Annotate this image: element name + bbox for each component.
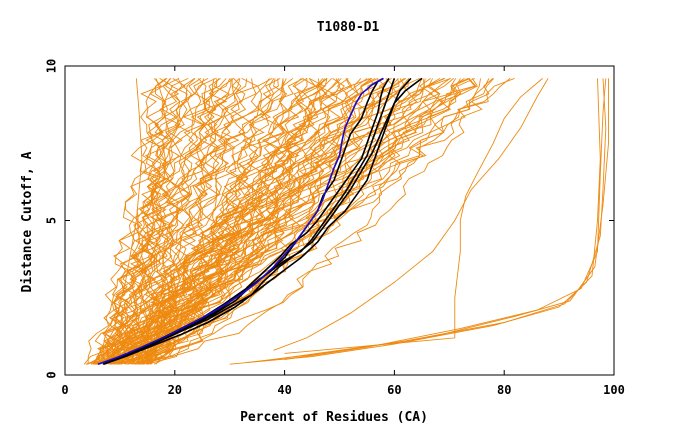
model-curve bbox=[95, 78, 273, 365]
x-tick-label: 60 bbox=[387, 383, 401, 397]
model-curve bbox=[85, 78, 308, 365]
model-curve bbox=[127, 78, 383, 365]
model-curve bbox=[110, 78, 494, 365]
y-tick-label: 10 bbox=[45, 59, 59, 73]
model-curve bbox=[110, 78, 423, 365]
y-tick-label: 0 bbox=[45, 371, 59, 378]
model-curve bbox=[111, 78, 353, 365]
model-curve bbox=[97, 78, 143, 360]
series-line-best-5 bbox=[97, 77, 384, 365]
model-curve bbox=[93, 78, 457, 365]
model-curve bbox=[147, 77, 476, 365]
model-curve bbox=[126, 78, 481, 365]
y-tick-label: 5 bbox=[45, 217, 59, 224]
model-curve bbox=[284, 78, 607, 361]
model-curve bbox=[123, 78, 167, 365]
series-line-highlight-4 bbox=[103, 78, 396, 365]
model-curve bbox=[229, 78, 607, 365]
x-tick-label: 80 bbox=[497, 383, 511, 397]
model-curve bbox=[110, 78, 477, 365]
model-curve bbox=[83, 78, 406, 365]
series-line-highlight-2 bbox=[103, 77, 412, 365]
model-curve bbox=[143, 78, 478, 365]
model-curve bbox=[273, 78, 549, 351]
model-curve bbox=[87, 78, 174, 365]
x-axis-label: Percent of Residues (CA) bbox=[240, 410, 428, 425]
model-curve bbox=[246, 78, 601, 364]
y-axis-label: Distance Cutoff, A bbox=[20, 151, 35, 292]
model-curve bbox=[130, 78, 257, 365]
model-curve bbox=[284, 78, 543, 354]
series-line-highlight-3 bbox=[103, 77, 423, 365]
data-series bbox=[97, 77, 423, 365]
model-curves bbox=[83, 77, 609, 365]
x-tick-label: 0 bbox=[61, 383, 68, 397]
model-curve bbox=[87, 77, 372, 365]
x-tick-label: 40 bbox=[277, 383, 291, 397]
model-curve bbox=[107, 78, 205, 365]
model-curve bbox=[110, 78, 434, 365]
model-curve bbox=[118, 78, 240, 365]
x-tick-label: 20 bbox=[168, 383, 182, 397]
model-curve bbox=[98, 77, 471, 365]
model-curve bbox=[111, 78, 345, 365]
x-tick-label: 100 bbox=[603, 383, 625, 397]
model-curve bbox=[109, 78, 351, 365]
axis-ticks: 0 20 40 60 80 100 0 5 10 bbox=[45, 59, 625, 397]
model-curve bbox=[96, 78, 511, 365]
model-curve bbox=[130, 78, 288, 365]
chart-title: T1080-D1 bbox=[317, 20, 380, 35]
model-curve bbox=[118, 78, 454, 365]
model-curve bbox=[93, 78, 284, 365]
